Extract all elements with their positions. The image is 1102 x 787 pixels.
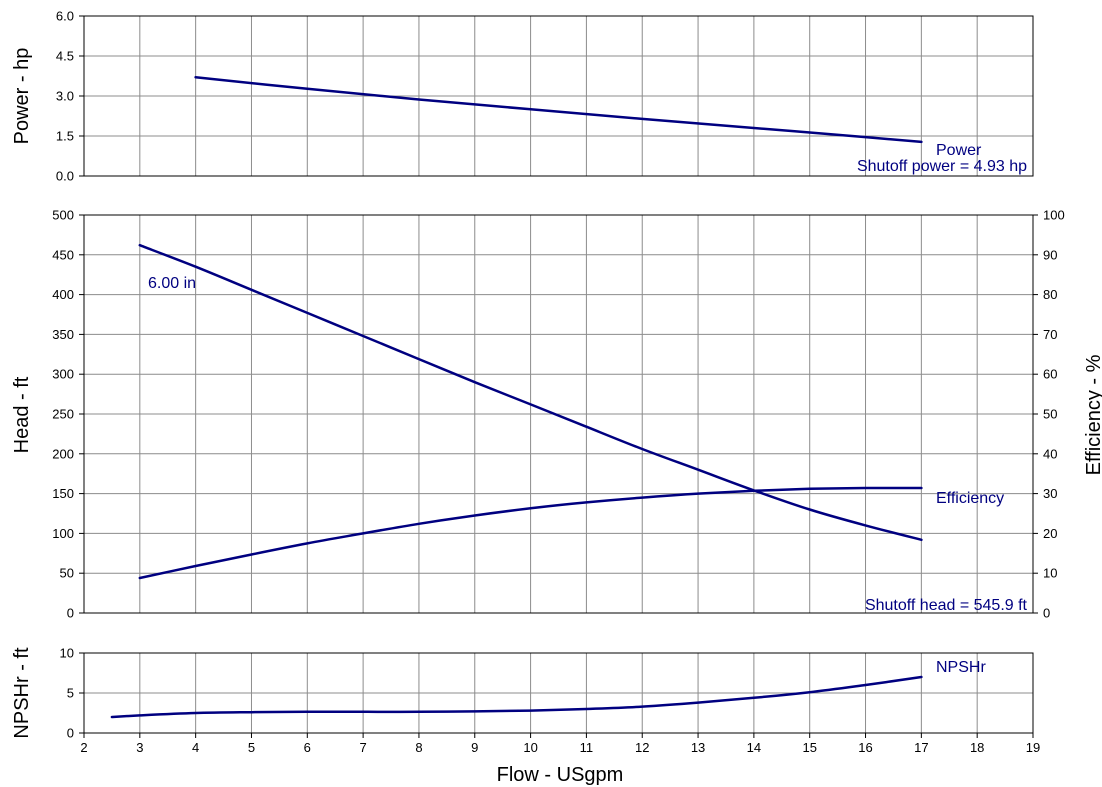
efficiency-ytick-label: 100 — [1043, 208, 1065, 223]
shutoff-power-annotation: Shutoff power = 4.93 hp — [857, 158, 1027, 175]
npshr-ytick-label: 0 — [67, 726, 74, 741]
head-ytick-label: 300 — [52, 367, 74, 382]
flow-xtick-label: 12 — [635, 740, 649, 755]
efficiency-ytick-label: 30 — [1043, 486, 1057, 501]
efficiency-ytick-label: 40 — [1043, 446, 1057, 461]
power-ytick-label: 6.0 — [56, 9, 74, 24]
efficiency-ytick-label: 0 — [1043, 606, 1050, 621]
flow-axis-title: Flow - USgpm — [497, 764, 624, 786]
power-curve — [194, 76, 923, 144]
flow-xtick-label: 13 — [691, 740, 705, 755]
efficiency-ytick-label: 70 — [1043, 327, 1057, 342]
head-series-label: 6.00 in — [148, 275, 196, 292]
efficiency-ytick-label: 20 — [1043, 526, 1057, 541]
npshr-ytick-label: 10 — [60, 646, 74, 661]
flow-xtick-label: 6 — [304, 740, 311, 755]
flow-xtick-label: 17 — [914, 740, 928, 755]
flow-xtick-label: 18 — [970, 740, 984, 755]
flow-xtick-label: 14 — [747, 740, 761, 755]
flow-xtick-label: 16 — [858, 740, 872, 755]
flow-xtick-label: 4 — [192, 740, 199, 755]
flow-xtick-label: 10 — [523, 740, 537, 755]
power-ytick-label: 1.5 — [56, 129, 74, 144]
head-ytick-label: 150 — [52, 486, 74, 501]
head-ytick-label: 350 — [52, 327, 74, 342]
head-ytick-label: 100 — [52, 526, 74, 541]
npshr-series-label: NPSHr — [936, 659, 986, 676]
flow-xtick-label: 11 — [580, 740, 594, 755]
power-ytick-label: 0.0 — [56, 169, 74, 184]
head-curve — [138, 243, 923, 542]
efficiency-ytick-label: 60 — [1043, 367, 1057, 382]
power-ytick-label: 4.5 — [56, 49, 74, 64]
flow-xtick-label: 9 — [471, 740, 478, 755]
head-ytick-label: 400 — [52, 287, 74, 302]
npshr-axis-title: NPSHr - ft — [11, 647, 33, 739]
flow-xtick-label: 7 — [360, 740, 367, 755]
npshr-ytick-label: 5 — [67, 686, 74, 701]
flow-xtick-label: 8 — [415, 740, 422, 755]
head-ytick-label: 50 — [60, 566, 74, 581]
head-axis-title: Head - ft — [11, 376, 33, 453]
efficiency-curve — [138, 486, 923, 580]
flow-xtick-label: 3 — [136, 740, 143, 755]
shutoff-head-annotation: Shutoff head = 545.9 ft — [865, 597, 1028, 614]
efficiency-series-label: Efficiency — [936, 490, 1004, 507]
flow-xtick-label: 15 — [802, 740, 816, 755]
npshr-curve — [110, 675, 923, 719]
power-axis-title: Power - hp — [11, 48, 33, 145]
efficiency-ytick-label: 50 — [1043, 407, 1057, 422]
power-series-label: Power — [936, 142, 982, 159]
efficiency-axis-title: Efficiency - % — [1083, 354, 1102, 475]
efficiency-ytick-label: 80 — [1043, 287, 1057, 302]
power-ytick-label: 3.0 — [56, 89, 74, 104]
head-ytick-label: 250 — [52, 407, 74, 422]
flow-xtick-label: 19 — [1026, 740, 1040, 755]
head-ytick-label: 500 — [52, 208, 74, 223]
head-ytick-label: 200 — [52, 446, 74, 461]
head-ytick-label: 450 — [52, 247, 74, 262]
flow-xtick-label: 5 — [248, 740, 255, 755]
flow-xtick-label: 2 — [80, 740, 87, 755]
efficiency-ytick-label: 90 — [1043, 247, 1057, 262]
efficiency-ytick-label: 10 — [1043, 566, 1057, 581]
head-ytick-label: 0 — [67, 606, 74, 621]
